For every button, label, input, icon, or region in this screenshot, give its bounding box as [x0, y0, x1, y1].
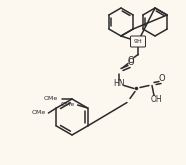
- Text: OH: OH: [150, 95, 162, 104]
- Text: HN: HN: [113, 79, 125, 88]
- Text: O: O: [128, 58, 134, 67]
- Text: O: O: [128, 56, 134, 65]
- Text: OMe: OMe: [44, 97, 58, 101]
- Text: OMe: OMe: [60, 102, 75, 108]
- FancyBboxPatch shape: [131, 36, 145, 47]
- Text: 9H: 9H: [134, 39, 142, 44]
- Text: O: O: [159, 74, 165, 83]
- Text: OMe: OMe: [31, 111, 46, 116]
